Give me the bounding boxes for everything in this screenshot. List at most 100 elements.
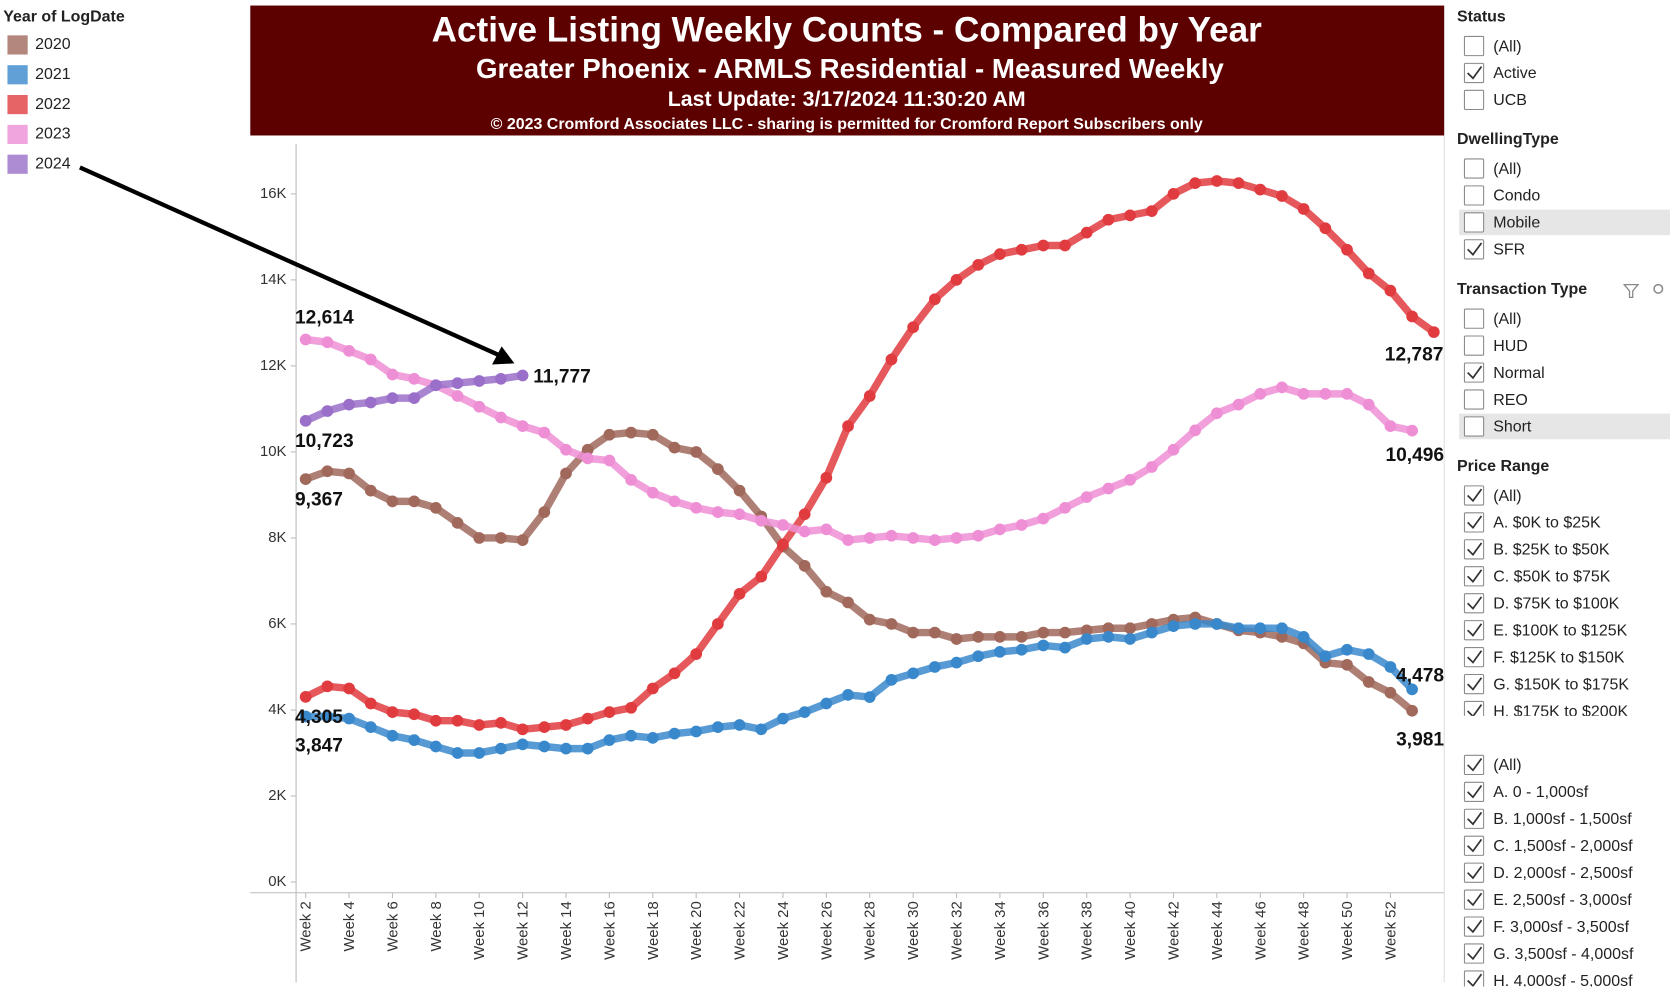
legend-swatch [7,65,28,85]
clear-filter-icon[interactable] [1622,283,1640,299]
x-tick-label: Week 30 [906,901,922,960]
checkbox[interactable] [1463,916,1485,937]
filter-item[interactable]: C. 1,500sf - 2,000sf [1463,835,1633,856]
filter-label[interactable]: F. $125K to $150K [1493,649,1625,666]
checkbox[interactable] [1463,389,1485,410]
filter-item[interactable]: SFR [1463,239,1525,260]
checkbox[interactable] [1463,808,1485,829]
subtitle: Greater Phoenix - ARMLS Residential - Me… [476,53,1224,84]
filter-label[interactable]: Active [1493,65,1537,82]
checkbox[interactable] [1463,943,1485,964]
checkbox[interactable] [1463,781,1485,802]
filter-label[interactable]: REO [1493,392,1528,409]
filter-item[interactable]: F. $125K to $150K [1463,647,1625,668]
filter-item[interactable]: (All) [1463,158,1522,179]
checkbox[interactable] [1463,308,1485,329]
checkbox[interactable] [1463,212,1485,233]
x-tick-label: Week 26 [819,901,835,960]
filter-item[interactable]: Condo [1463,185,1540,206]
filter-item[interactable]: B. 1,000sf - 1,500sf [1463,808,1632,829]
filter-item[interactable]: Mobile [1463,212,1540,233]
filter-item[interactable]: E. $100K to $125K [1463,620,1628,641]
filter-item[interactable]: HUD [1463,335,1528,356]
filter-item[interactable]: G. $150K to $175K [1463,673,1629,695]
filter-label[interactable]: B. $25K to $50K [1493,542,1610,559]
filter-label[interactable]: C. $50K to $75K [1493,569,1611,586]
filter-item[interactable]: Short [1463,416,1532,437]
search-icon[interactable] [1653,283,1664,294]
filter-label[interactable]: Normal [1493,365,1544,382]
filter-label[interactable]: C. 1,500sf - 2,000sf [1493,838,1633,855]
filter-label[interactable]: (All) [1493,488,1521,505]
filter-item[interactable]: F. 3,000sf - 3,500sf [1463,916,1630,937]
filter-label[interactable]: G. $150K to $175K [1493,676,1629,693]
data-point [1015,630,1028,643]
filter-item[interactable]: H. 4,000sf - 5,000sf [1463,970,1633,990]
filter-label[interactable]: UCB [1493,92,1527,109]
checkbox[interactable] [1463,593,1485,614]
filter-item[interactable]: (All) [1463,754,1522,776]
filter-label[interactable]: D. $75K to $100K [1493,596,1619,613]
filter-item[interactable]: C. $50K to $75K [1463,566,1611,587]
filter-label[interactable]: H. $175K to $200K [1493,703,1628,720]
checkbox[interactable] [1463,35,1485,57]
filter-label[interactable]: Mobile [1493,215,1540,232]
checkbox[interactable] [1463,673,1485,695]
checkbox[interactable] [1463,362,1485,383]
filter-label[interactable]: (All) [1493,757,1521,774]
filter-item[interactable]: (All) [1463,35,1522,57]
filter-item[interactable]: A. 0 - 1,000sf [1463,781,1589,802]
filter-label[interactable]: A. 0 - 1,000sf [1493,784,1589,801]
filter-label[interactable]: D. 2,000sf - 2,500sf [1493,865,1633,882]
checkbox[interactable] [1463,539,1485,560]
filter-label[interactable]: A. $0K to $25K [1493,515,1601,532]
checkbox[interactable] [1463,62,1485,84]
filter-item[interactable]: D. 2,000sf - 2,500sf [1463,862,1633,883]
filter-label[interactable]: Short [1493,419,1532,436]
checkbox[interactable] [1463,335,1485,356]
checkbox[interactable] [1463,889,1485,910]
checkbox[interactable] [1463,239,1485,260]
filter-item[interactable]: (All) [1463,485,1522,506]
checkbox[interactable] [1463,416,1485,437]
filter-label[interactable]: (All) [1493,38,1521,55]
filter-label[interactable]: Condo [1493,188,1540,205]
checkbox[interactable] [1463,754,1485,776]
filter-item[interactable]: Active [1463,62,1537,84]
filter-label[interactable]: HUD [1493,338,1528,355]
data-point [560,719,572,731]
x-tick-label: Week 22 [733,901,749,960]
checkbox[interactable] [1463,620,1485,641]
filter-label[interactable]: G. 3,500sf - 4,000sf [1493,946,1634,963]
filter-label[interactable]: SFR [1493,242,1525,259]
filter-label[interactable]: E. 2,500sf - 3,000sf [1493,892,1632,909]
filter-item[interactable]: G. 3,500sf - 4,000sf [1463,943,1634,964]
checkbox[interactable] [1463,647,1485,668]
filter-label[interactable]: E. $100K to $125K [1493,622,1627,639]
checkbox[interactable] [1463,485,1485,506]
checkbox[interactable] [1463,862,1485,883]
filter-item[interactable]: E. 2,500sf - 3,000sf [1463,889,1632,910]
checkbox[interactable] [1463,512,1485,533]
filter-label[interactable]: B. 1,000sf - 1,500sf [1493,811,1632,828]
check-mark [1467,784,1483,799]
filter-item[interactable]: D. $75K to $100K [1463,593,1620,614]
data-point [1341,658,1353,671]
filter-item[interactable]: REO [1463,389,1528,410]
filter-item[interactable]: B. $25K to $50K [1463,539,1610,560]
checkbox[interactable] [1463,185,1485,206]
checkbox[interactable] [1463,89,1485,111]
filter-label[interactable]: H. 4,000sf - 5,000sf [1493,973,1633,990]
filter-item[interactable]: H. $175K to $200K [1463,700,1628,720]
filter-label[interactable]: F. 3,000sf - 3,500sf [1493,919,1629,936]
filter-item[interactable]: UCB [1463,89,1527,111]
data-point [1037,512,1050,525]
filter-item[interactable]: (All) [1463,308,1522,329]
checkbox[interactable] [1463,835,1485,856]
filter-item[interactable]: Normal [1463,362,1545,383]
checkbox[interactable] [1463,566,1485,587]
filter-label[interactable]: (All) [1493,161,1521,178]
checkbox[interactable] [1463,158,1485,179]
filter-item[interactable]: A. $0K to $25K [1463,512,1601,533]
filter-label[interactable]: (All) [1493,311,1521,328]
